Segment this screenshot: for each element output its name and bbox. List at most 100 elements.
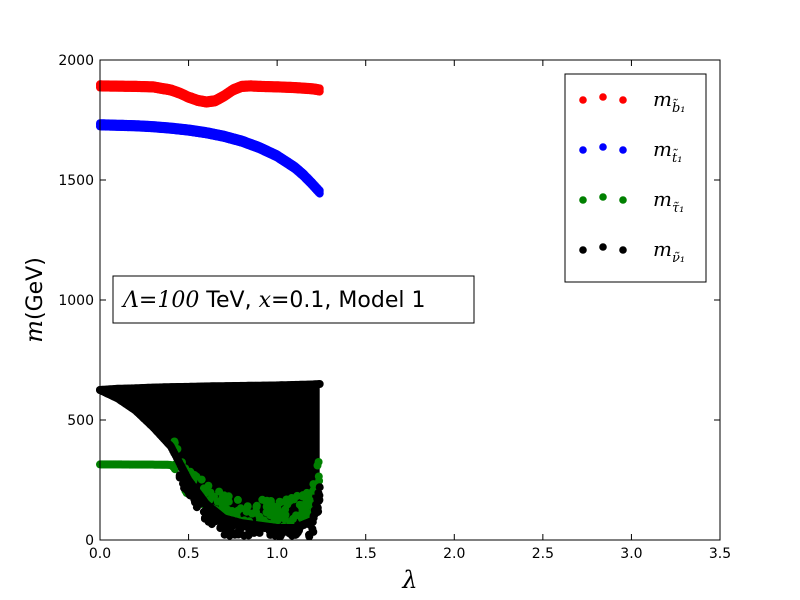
annotation-frame xyxy=(112,275,475,324)
data-point xyxy=(215,487,224,496)
series-sbottom xyxy=(96,80,324,108)
data-point xyxy=(283,500,292,509)
annotation-rest: =0.1, Model 1 xyxy=(271,288,425,313)
data-point xyxy=(233,495,242,504)
data-point xyxy=(204,481,213,490)
x-tick-label: 1.0 xyxy=(266,546,288,562)
data-point xyxy=(221,505,229,514)
data-point xyxy=(305,530,313,539)
x-tick-label: 3.5 xyxy=(709,546,731,562)
data-point xyxy=(262,502,271,511)
x-tick-label: 0.5 xyxy=(177,546,199,562)
y-axis-label: m(GeV) xyxy=(20,257,48,343)
y-tick-label: 500 xyxy=(67,413,94,429)
data-point xyxy=(315,189,324,198)
legend: mb̃₁ mt̃₁ mτ̃₁ mν̃₁ xyxy=(564,73,707,283)
legend-entry: mν̃₁ xyxy=(579,237,685,266)
data-point xyxy=(309,480,318,489)
data-point xyxy=(200,514,209,523)
annotation-box: Λ=100 TeV, x=0.1, Model 1 xyxy=(112,275,475,324)
data-point xyxy=(226,529,235,538)
legend-entry: mt̃₁ xyxy=(579,137,682,166)
data-point xyxy=(210,492,218,501)
data-point xyxy=(314,494,323,503)
legend-label: mt̃₁ xyxy=(653,137,682,166)
legend-entry: mτ̃₁ xyxy=(579,187,684,216)
data-point xyxy=(270,516,279,525)
data-point xyxy=(275,531,284,540)
annotation-x: x xyxy=(259,288,272,313)
y-axis: 0 500 1000 1500 2000 xyxy=(58,53,720,549)
legend-marker xyxy=(599,243,607,251)
x-tick-label: 3.0 xyxy=(620,546,642,562)
series-sneutrino xyxy=(96,380,324,541)
data-point xyxy=(315,87,324,96)
data-point xyxy=(301,492,309,501)
legend-marker xyxy=(619,196,627,204)
legend-marker xyxy=(599,93,607,101)
data-point xyxy=(293,491,302,500)
data-point xyxy=(244,531,253,540)
series-layer xyxy=(96,80,324,541)
data-point xyxy=(288,529,297,538)
data-point xyxy=(315,483,324,492)
data-point xyxy=(283,524,292,533)
data-point xyxy=(207,505,216,514)
x-tick-label: 2.0 xyxy=(443,546,465,562)
sneutrino-scatter-band xyxy=(100,384,320,528)
data-point xyxy=(314,507,323,516)
legend-marker xyxy=(579,196,587,204)
data-point xyxy=(315,380,324,388)
data-point xyxy=(181,483,190,492)
legend-marker xyxy=(599,193,607,201)
y-tick-label: 1500 xyxy=(58,173,94,189)
y-tick-label: 1000 xyxy=(58,293,94,309)
y-axis-label-unit: (GeV) xyxy=(23,257,48,320)
series-stop xyxy=(96,119,324,198)
data-point xyxy=(280,512,289,521)
legend-marker xyxy=(579,96,587,104)
data-point xyxy=(313,461,322,470)
legend-marker xyxy=(619,96,627,104)
data-point xyxy=(296,523,304,532)
legend-label: mb̃₁ xyxy=(653,87,686,116)
data-point xyxy=(273,502,282,511)
data-point xyxy=(314,472,323,481)
data-point xyxy=(270,511,279,520)
data-point xyxy=(207,518,215,527)
data-point xyxy=(176,461,185,470)
annotation-text: Λ=100 TeV, x=0.1, Model 1 xyxy=(121,288,425,313)
x-axis: 0.0 0.5 1.0 1.5 2.0 2.5 3.0 3.5 xyxy=(89,60,731,562)
x-tick-label: 2.5 xyxy=(532,546,554,562)
data-point xyxy=(201,500,210,509)
x-tick-label: 1.5 xyxy=(355,546,377,562)
data-point xyxy=(189,491,198,500)
data-point xyxy=(264,523,272,532)
svg-text:m(GeV): m(GeV) xyxy=(20,257,48,343)
legend-frame xyxy=(564,73,707,283)
data-point xyxy=(234,506,242,515)
y-tick-label: 0 xyxy=(85,533,94,549)
legend-label: mν̃₁ xyxy=(653,237,685,266)
data-point xyxy=(258,495,267,504)
data-point xyxy=(252,501,261,510)
sneutrino-region xyxy=(100,384,320,528)
data-point xyxy=(297,502,306,510)
data-point xyxy=(308,518,317,527)
data-point xyxy=(191,498,199,507)
data-point xyxy=(227,521,236,530)
data-point xyxy=(248,509,257,518)
legend-marker xyxy=(599,143,607,151)
y-axis-label-math: m xyxy=(20,320,48,343)
x-tick-label: 0.0 xyxy=(89,546,111,562)
data-point xyxy=(219,516,227,525)
legend-label: mτ̃₁ xyxy=(653,187,684,216)
legend-marker xyxy=(579,246,587,254)
y-tick-label: 2000 xyxy=(58,53,94,69)
x-axis-label: λ xyxy=(401,566,417,594)
data-point xyxy=(192,472,201,481)
annotation-lambda: Λ=100 xyxy=(121,288,199,313)
data-point xyxy=(248,523,257,532)
legend-entry: mb̃₁ xyxy=(579,87,686,116)
